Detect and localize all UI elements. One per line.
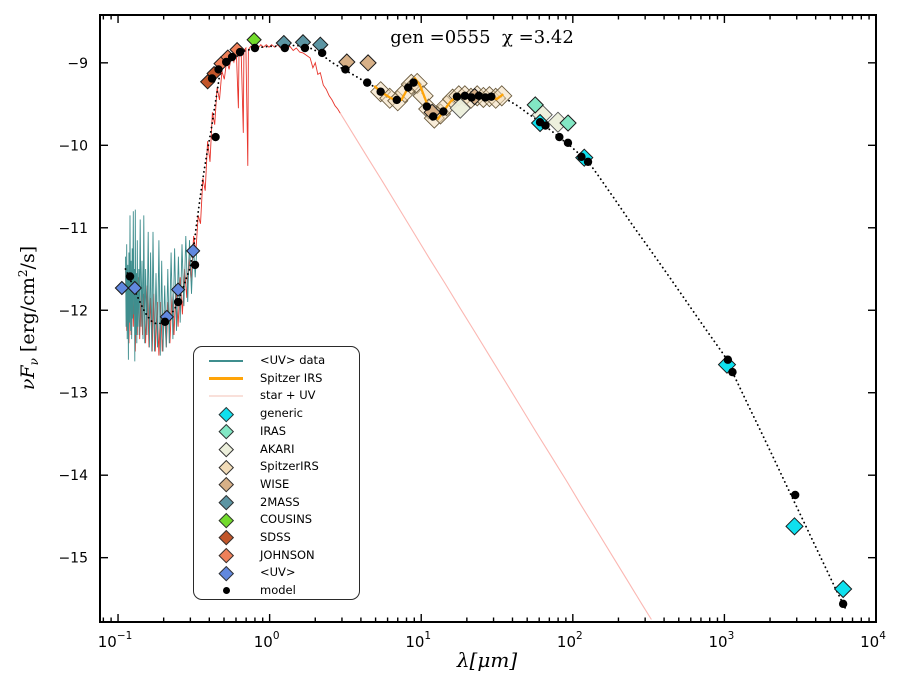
legend-diamond-swatch: [206, 441, 246, 457]
legend-item-uv: <UV>: [206, 564, 359, 582]
y-label-unit-end: /s]: [17, 245, 39, 270]
svg-text:103: 103: [709, 630, 735, 651]
legend-diamond-swatch: [206, 459, 246, 475]
legend-diamond-swatch: [206, 406, 246, 422]
series-generic: [530, 113, 853, 599]
plot-frame: [99, 14, 877, 623]
legend-label: COUSINS: [260, 512, 313, 527]
plot-title: gen =0555 χ =3.42: [390, 27, 574, 48]
legend-item-akari: AKARI: [206, 440, 359, 458]
legend-diamond-swatch: [206, 512, 246, 528]
svg-text:10−1: 10−1: [98, 630, 133, 651]
legend-label: SDSS: [260, 529, 291, 544]
legend-diamond-swatch: [206, 547, 246, 563]
legend-item-sdss: SDSS: [206, 529, 359, 547]
svg-text:−12: −12: [58, 303, 88, 319]
y-label-superscript: 2: [16, 269, 30, 278]
svg-text:−15: −15: [58, 551, 88, 567]
legend-diamond-swatch: [206, 477, 246, 493]
legend: <UV> data Spitzer IRS star + UV generic IRAS…: [193, 346, 360, 600]
legend-label: star + UV: [260, 388, 316, 403]
legend-item-generic: generic: [206, 405, 359, 423]
y-axis-label: νFν [erg/cm2/s]: [16, 206, 41, 430]
series-model-curve: [124, 44, 847, 610]
legend-item-wise: WISE: [206, 476, 359, 494]
legend-label: 2MASS: [260, 494, 300, 509]
series-layer: [114, 32, 853, 620]
series-star-uv-tail: [339, 112, 652, 620]
y-label-unit: [erg/cm: [17, 277, 39, 359]
legend-item-star-uv: star + UV: [206, 387, 359, 405]
legend-item-uv-data: <UV> data: [206, 352, 359, 370]
axis-tick-labels: 10−1 100 101 102 103 104−9−10−11−12−13−14−15: [58, 56, 886, 651]
legend-item-spitzer-irs: Spitzer IRS: [206, 370, 359, 388]
svg-text:−10: −10: [58, 138, 88, 154]
legend-item-spitzerirs: SpitzerIRS: [206, 458, 359, 476]
legend-label: <UV> data: [260, 353, 326, 368]
legend-line-swatch: [206, 376, 246, 381]
svg-text:−14: −14: [58, 468, 88, 484]
legend-item-model: model: [206, 582, 359, 600]
legend-diamond-swatch: [206, 424, 246, 440]
y-label-symbol: νF: [17, 365, 39, 391]
svg-text:−9: −9: [67, 56, 88, 72]
legend-label: WISE: [260, 476, 290, 491]
legend-diamond-swatch: [206, 494, 246, 510]
legend-diamond-swatch: [206, 530, 246, 546]
svg-text:100: 100: [254, 630, 280, 651]
legend-label: JOHNSON: [260, 547, 315, 562]
legend-label: generic: [260, 406, 303, 421]
series-uv-data: [125, 209, 198, 362]
x-axis-label: λ[μm]: [456, 648, 518, 672]
series-model: [125, 43, 848, 609]
legend-item-2mass: 2MASS: [206, 494, 359, 512]
legend-item-cousins: COUSINS: [206, 511, 359, 529]
svg-text:−13: −13: [58, 386, 88, 402]
legend-item-johnson: JOHNSON: [206, 547, 359, 565]
legend-line-swatch: [206, 359, 246, 363]
legend-label: Spitzer IRS: [260, 370, 323, 385]
series-uv: [114, 243, 201, 325]
svg-text:−11: −11: [58, 221, 88, 237]
legend-label: SpitzerIRS: [260, 459, 319, 474]
legend-label: IRAS: [260, 423, 287, 438]
series-iras: [526, 96, 577, 132]
legend-item-iras: IRAS: [206, 423, 359, 441]
legend-line-swatch: [206, 395, 246, 398]
legend-diamond-swatch: [206, 565, 246, 581]
legend-label: <UV>: [260, 565, 296, 580]
legend-label: AKARI: [260, 441, 295, 456]
svg-text:104: 104: [860, 630, 886, 651]
y-label-subscript: ν: [27, 358, 41, 366]
legend-dot-swatch: [206, 587, 246, 595]
legend-label: model: [260, 583, 296, 598]
